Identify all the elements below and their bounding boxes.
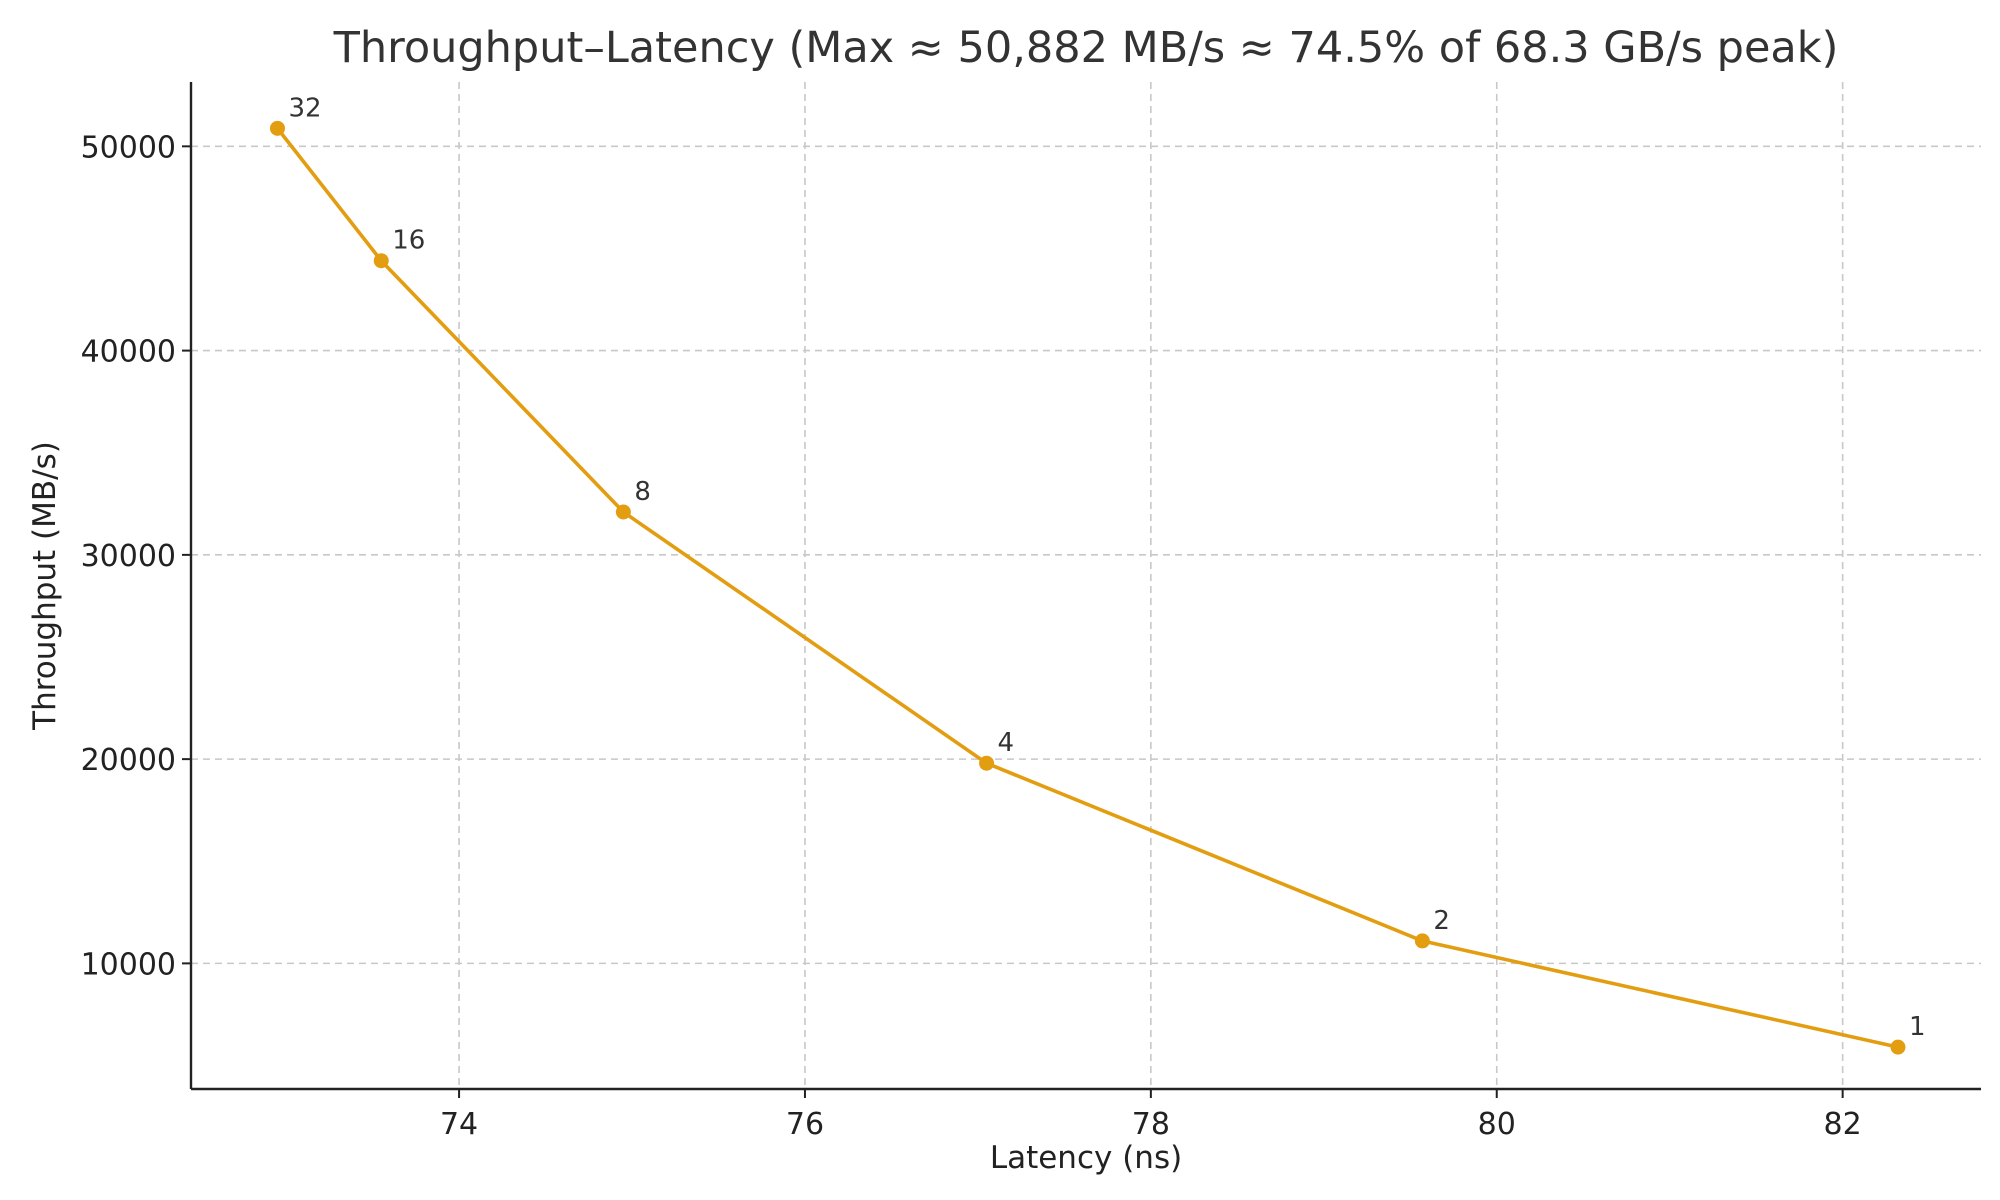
point-label: 4: [998, 728, 1015, 758]
grid-layer: [191, 82, 1981, 1089]
x-axis-label: Latency (ns): [990, 1140, 1182, 1176]
y-tick-label: 40000: [81, 335, 176, 370]
chart-title: Throughput–Latency (Max ≈ 50,882 MB/s ≈ …: [333, 23, 1839, 73]
y-tick-label: 50000: [81, 130, 176, 165]
series-layer: [269, 120, 1906, 1055]
x-tick-label: 76: [786, 1107, 824, 1142]
point-label: 2: [1433, 906, 1450, 936]
data-point: [979, 755, 995, 771]
y-tick-label: 20000: [81, 743, 176, 778]
data-point: [1414, 933, 1430, 949]
point-label: 8: [634, 477, 651, 507]
y-tick-label: 10000: [81, 947, 176, 982]
x-tick-label: 82: [1824, 1107, 1862, 1142]
axes-layer: [189, 82, 1981, 1091]
point-label: 32: [288, 93, 321, 123]
data-point: [615, 504, 631, 520]
data-point: [373, 253, 389, 269]
series-line: [275, 126, 1900, 1049]
x-tick-label: 80: [1478, 1107, 1516, 1142]
y-tick-label: 30000: [81, 539, 176, 574]
labels-layer: 32 16 8 4 2 1: [288, 93, 1925, 1042]
point-label: 1: [1909, 1012, 1926, 1042]
x-tick-label: 74: [440, 1107, 478, 1142]
y-axis-label: Throughput (MB/s): [27, 441, 63, 731]
data-point: [1890, 1039, 1906, 1055]
data-point: [269, 120, 285, 136]
x-tick-label: 78: [1132, 1107, 1170, 1142]
point-label: 16: [392, 226, 425, 256]
